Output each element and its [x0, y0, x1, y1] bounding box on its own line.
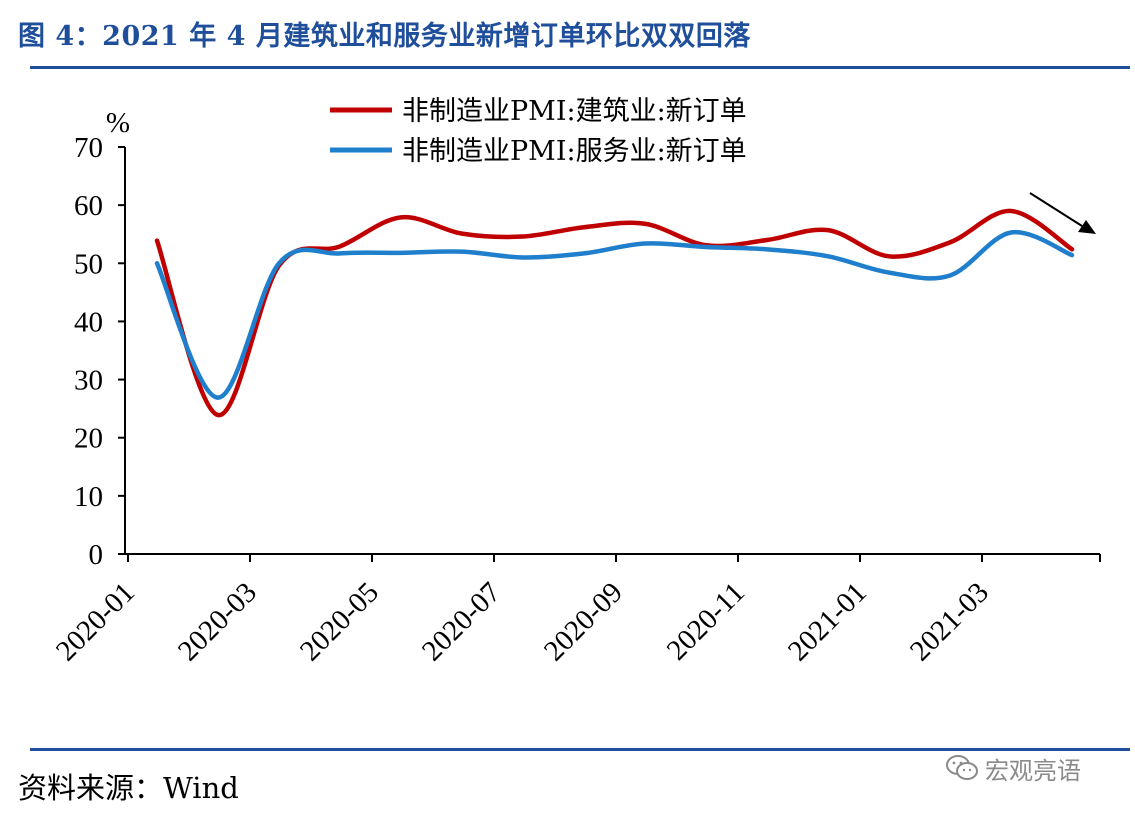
x-tick-label: 2021-03: [904, 576, 995, 667]
watermark-label: 宏观亮语: [985, 756, 1081, 785]
chart-series: [154, 208, 1075, 418]
trend-arrow-shaft: [1029, 192, 1083, 227]
y-tick-label: 70: [74, 132, 103, 164]
wechat-icon: [946, 755, 978, 780]
y-tick-label: 0: [89, 539, 104, 571]
y-tick-label: 20: [74, 423, 103, 455]
legend-label: 非制造业PMI:建筑业:新订单: [402, 96, 747, 127]
x-tick-label: 2020-09: [538, 576, 629, 667]
series-line-construction: [154, 208, 1075, 418]
y-tick-label: 50: [74, 248, 103, 280]
x-tick-label: 2020-07: [416, 576, 507, 667]
x-tick-label: 2020-11: [661, 576, 751, 666]
y-tick-label: 30: [74, 365, 103, 397]
title-divider: [30, 66, 1130, 69]
line-chart: 0 10 20 30 40 50 60 70% 2020-01 2020-03 2020-05 202…: [50, 96, 1101, 667]
y-tick-label: 60: [74, 190, 103, 222]
source-note: 资料来源：Wind: [18, 771, 239, 805]
legend-label: 非制造业PMI:服务业:新订单: [402, 136, 747, 167]
figure-title: 图 4：2021 年 4 月建筑业和服务业新增订单环比双双回落: [18, 21, 751, 52]
chart-annotation: [1029, 192, 1096, 234]
y-tick-label: 40: [74, 306, 103, 338]
trend-arrow-head: [1078, 220, 1096, 234]
footer-divider: [30, 748, 1130, 751]
y-axis-unit-label: %: [106, 107, 130, 139]
x-tick-label: 2020-05: [294, 576, 385, 667]
watermark: 宏观亮语: [945, 748, 1115, 788]
x-tick-label: 2020-01: [50, 576, 141, 667]
y-tick-label: 10: [74, 481, 103, 513]
x-tick-label: 2020-03: [172, 576, 263, 667]
x-tick-label: 2021-01: [782, 576, 873, 667]
series-line-services: [154, 229, 1075, 400]
